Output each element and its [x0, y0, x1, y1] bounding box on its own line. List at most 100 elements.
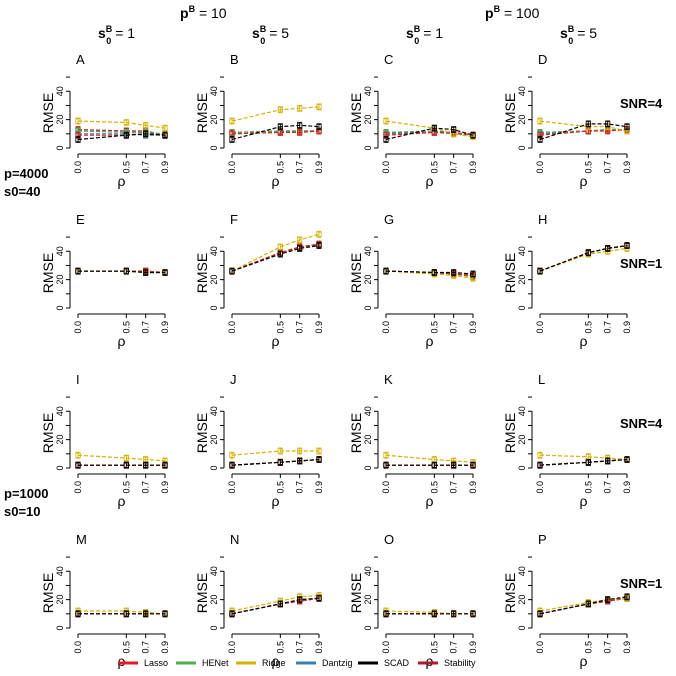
y-tick-label: 0 — [209, 625, 219, 630]
y-tick-label: 40 — [209, 86, 219, 96]
data-point-scad — [316, 242, 322, 249]
data-point-lasso — [229, 131, 235, 137]
data-point-scad — [277, 459, 283, 465]
y-tick-label: 20 — [209, 435, 219, 445]
data-point-scad — [431, 611, 437, 617]
panel-letter: E — [76, 212, 85, 227]
data-point-scad — [605, 245, 611, 252]
y-axis-label: RMSE — [194, 413, 210, 453]
data-point-ridge — [316, 104, 322, 110]
data-point-scad — [624, 124, 630, 130]
data-point-ridge — [585, 454, 591, 460]
x-tick-label: 0.5 — [121, 481, 131, 494]
y-tick-label: 40 — [517, 246, 527, 256]
series-line-ridge — [231, 450, 319, 456]
panel-letter: G — [384, 212, 394, 227]
figure-headers: pB = 10 pB = 100 sB 0 = 1 sB 0 = 5 sB 0 = 1 sB… — [98, 4, 597, 46]
x-axis-label: ρ — [272, 493, 280, 509]
x-tick-label: 0.5 — [429, 481, 439, 494]
x-tick-label: 0.5 — [275, 161, 285, 174]
data-point-scad — [470, 611, 476, 617]
x-tick-label: 0.7 — [603, 641, 613, 654]
data-point-scad — [143, 269, 149, 276]
x-tick-label: 0.9 — [468, 641, 478, 654]
x-tick-label: 0.7 — [141, 481, 151, 494]
y-axis-label: RMSE — [502, 413, 518, 453]
y-axis-label: RMSE — [40, 93, 56, 133]
series-line-ridge — [77, 120, 166, 129]
y-tick-label: 0 — [363, 145, 373, 150]
y-tick-label: 40 — [363, 246, 373, 256]
panel-letter: N — [230, 532, 239, 547]
data-point-ridge — [297, 105, 303, 111]
series-line-scad — [231, 597, 320, 615]
x-tick-label: 0.7 — [603, 161, 613, 174]
data-point-scad — [75, 268, 81, 274]
y-tick-label: 40 — [517, 406, 527, 416]
y-tick-label: 40 — [55, 246, 65, 256]
y-tick-label: 40 — [55, 86, 65, 96]
y-tick-label: 0 — [55, 305, 65, 310]
data-point-scad — [229, 268, 235, 274]
y-axis-label: RMSE — [502, 93, 518, 133]
data-point-ridge — [537, 118, 543, 124]
y-tick-label: 0 — [55, 465, 65, 470]
data-point-ridge — [277, 244, 283, 250]
series-line-scad — [231, 245, 320, 272]
col-header-value: = 5 — [573, 25, 597, 41]
x-tick-label: 0.5 — [121, 321, 131, 334]
data-point-scad — [451, 611, 457, 617]
x-tick-label: 0.0 — [73, 161, 83, 174]
col-header-sup: B — [568, 24, 575, 34]
y-tick-label: 20 — [363, 275, 373, 285]
x-tick-label: 0.9 — [468, 321, 478, 334]
panel-letter: B — [230, 52, 239, 67]
series-line-scad — [385, 127, 474, 141]
data-point-ridge — [162, 125, 168, 131]
col-header-value: = 1 — [111, 25, 135, 41]
data-point-scad — [537, 462, 543, 468]
x-tick-label: 0.9 — [622, 641, 632, 654]
series-line-ridge — [539, 247, 628, 272]
x-tick-label: 0.7 — [295, 641, 305, 654]
data-point-scad — [143, 611, 149, 617]
data-point-scad — [537, 136, 543, 143]
series-line-henet — [385, 130, 474, 136]
x-axis-label: ρ — [580, 173, 588, 189]
y-tick-label: 20 — [517, 435, 527, 445]
x-tick-label: 0.0 — [535, 161, 545, 174]
data-point-scad — [297, 458, 303, 464]
col-header-s: s — [560, 25, 568, 41]
x-tick-label: 0.5 — [429, 321, 439, 334]
data-point-scad — [297, 245, 303, 252]
data-point-scad — [316, 124, 322, 130]
x-tick-label: 0.0 — [381, 481, 391, 494]
x-axis-label: ρ — [118, 333, 126, 349]
panel-letter: L — [538, 372, 545, 387]
data-point-scad — [451, 462, 457, 468]
data-point-scad — [277, 251, 283, 257]
y-axis-label: RMSE — [40, 573, 56, 613]
panel-letter: F — [230, 212, 238, 227]
x-tick-label: 0.9 — [160, 321, 170, 334]
row-snr-label: SNR=4 — [620, 96, 663, 111]
x-tick-label: 0.5 — [429, 641, 439, 654]
y-tick-label: 20 — [363, 435, 373, 445]
data-point-ridge — [75, 452, 81, 458]
column-header-2: sB 0 = 5 — [252, 24, 289, 46]
x-tick-label: 0.7 — [141, 161, 151, 174]
legend-label-lasso: Lasso — [144, 658, 168, 668]
x-tick-label: 0.9 — [314, 481, 324, 494]
y-tick-label: 0 — [55, 145, 65, 150]
y-tick-label: 20 — [55, 595, 65, 605]
series-line-ridge — [539, 597, 628, 612]
panel-letter: O — [384, 532, 394, 547]
series-line-scad — [385, 270, 474, 275]
panel-grid: SNR=4 SNR=1 SNR=4 SNR=1 p=4000 s0=40 p=1000 s0=… — [4, 52, 663, 669]
y-axis-label: RMSE — [502, 253, 518, 293]
